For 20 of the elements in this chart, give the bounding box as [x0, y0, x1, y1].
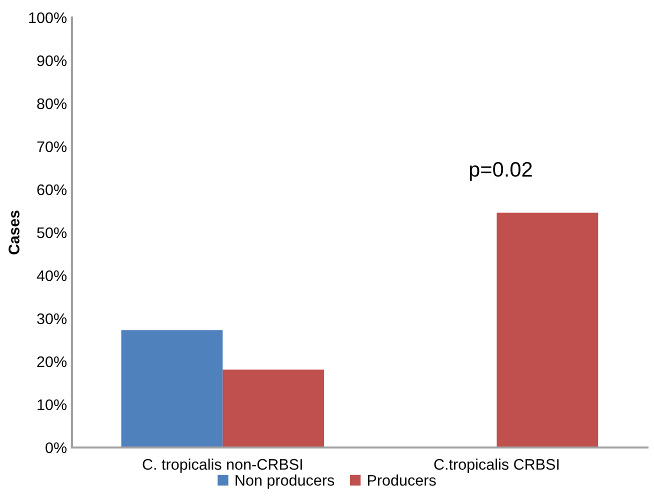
annotation: p=0.02	[470, 162, 532, 181]
y-tick-label: 100%	[29, 12, 67, 24]
y-tick-label: 30%	[37, 313, 67, 324]
y-tick-label: 10%	[38, 399, 67, 410]
legend-label: Non producers	[236, 474, 334, 489]
y-tick-label: 70%	[37, 141, 67, 152]
legend-label: Producers	[368, 474, 436, 486]
x-tick-label: C. tropicalis non-CRBSI	[142, 458, 302, 473]
y-tick-label: 40%	[36, 270, 67, 282]
y-tick-label: 90%	[37, 55, 67, 66]
y-tick-label: 60%	[37, 184, 67, 196]
bar	[121, 330, 223, 448]
y-tick-label: 80%	[37, 98, 67, 110]
y-tick-label: 50%	[37, 227, 67, 238]
bar	[222, 370, 324, 448]
y-tick-label: 0%	[46, 442, 67, 454]
bar	[496, 212, 598, 448]
x-tick-label: C.tropicalis CRBSI	[434, 458, 559, 473]
y-axis-title: Cases	[8, 210, 20, 254]
y-tick-label: 20%	[37, 356, 67, 368]
